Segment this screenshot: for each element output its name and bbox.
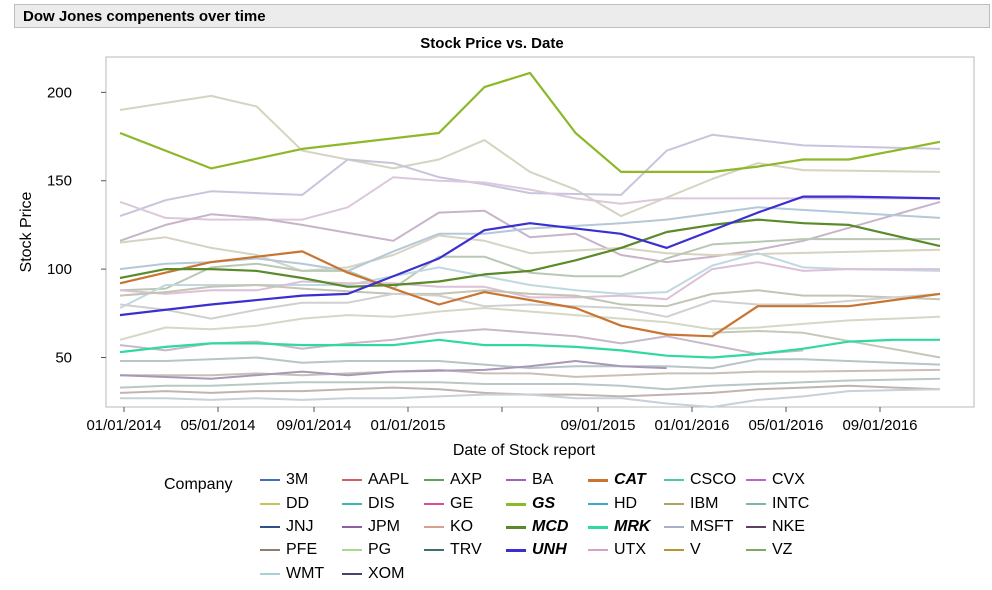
outline-box-header[interactable]: Dow Jones compenents over time: [14, 4, 990, 28]
x-axis: 01/01/2014 05/01/2014 09/01/2014 01/01/2015…: [86, 407, 918, 434]
series-line-background: [120, 356, 941, 370]
series-line-background: [119, 238, 940, 292]
background-series: [119, 94, 941, 408]
series-line-background: [120, 388, 941, 408]
outline-title: Dow Jones compenents over time: [23, 7, 266, 25]
series-line-mrk: [119, 338, 940, 359]
series-line-background: [119, 284, 941, 308]
series-line-background: [119, 94, 941, 218]
series-line-gs: [119, 71, 941, 173]
x-tick-label: 09/01/2014: [276, 417, 351, 434]
x-tick-label: 05/01/2014: [180, 417, 255, 434]
chart-title: Stock Price vs. Date: [420, 35, 563, 52]
x-tick-label: 01/01/2015: [370, 417, 445, 434]
series-line-mcd: [119, 218, 941, 288]
y-axis: 50 100 150 200: [47, 84, 106, 367]
series-line-cat: [119, 250, 941, 338]
y-tick-label: 150: [47, 173, 72, 190]
x-tick-label: 01/01/2016: [654, 417, 729, 434]
series-line-unh: [119, 195, 941, 317]
series-line-background: [712, 330, 941, 359]
series-line-background: [119, 176, 940, 221]
x-tick-label: 09/01/2016: [842, 417, 917, 434]
series-line-background: [119, 234, 941, 272]
x-axis-label: Date of Stock report: [453, 442, 596, 459]
y-tick-label: 200: [47, 84, 72, 101]
x-tick-label: 05/01/2016: [748, 417, 823, 434]
highlighted-series: [119, 71, 941, 359]
series-line-background: [119, 377, 941, 391]
series-line-background: [119, 252, 941, 309]
series-line-background: [119, 360, 667, 380]
x-tick-label: 01/01/2014: [86, 417, 161, 434]
series-line-background: [119, 200, 941, 264]
x-tick-label: 09/01/2015: [560, 417, 635, 434]
plot-frame: [105, 56, 975, 408]
series-line-background: [119, 133, 941, 218]
series-line-background: [119, 292, 941, 320]
y-tick-label: 50: [55, 350, 72, 367]
series-line-background: [120, 368, 941, 378]
y-tick-label: 100: [47, 261, 72, 278]
y-axis-label: Stock Price: [18, 191, 35, 272]
series-line-background: [119, 307, 941, 341]
